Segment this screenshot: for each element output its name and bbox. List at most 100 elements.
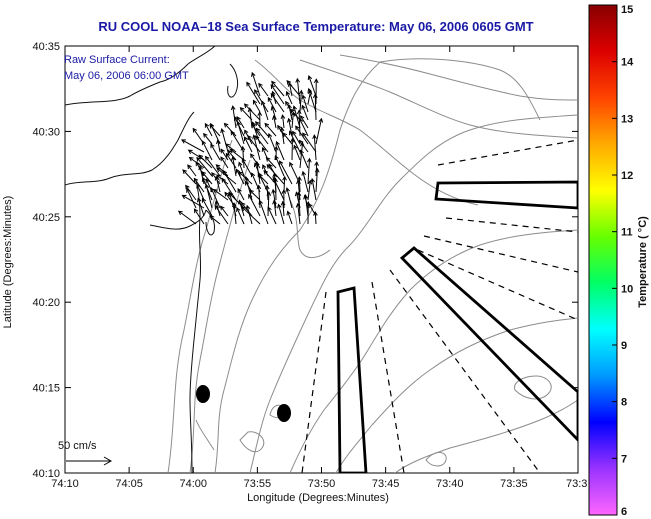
- current-vector-head: [303, 193, 309, 199]
- survey-tracks: [301, 139, 578, 473]
- current-vector: [238, 200, 245, 217]
- current-vector: [307, 180, 311, 201]
- current-vector: [227, 150, 237, 161]
- current-vector-head: [307, 87, 312, 93]
- current-vector-head: [223, 122, 229, 128]
- current-vector-head: [286, 117, 292, 123]
- contour-line: [189, 159, 251, 473]
- current-vector-head: [302, 132, 307, 138]
- current-vector: [205, 184, 213, 209]
- coastline-shore: [149, 209, 207, 230]
- contour-line: [254, 59, 479, 206]
- x-tick-label: 74:10: [51, 478, 79, 490]
- mooring-marker: [196, 385, 210, 403]
- chart-title: RU COOL NOAA–18 Sea Surface Temperature:…: [98, 19, 533, 34]
- current-vector: [300, 150, 309, 169]
- current-vector: [286, 187, 293, 209]
- current-vector: [209, 215, 221, 225]
- current-vector-head: [220, 156, 225, 162]
- current-source-label: Raw Surface Current:: [64, 54, 170, 66]
- current-vector: [298, 192, 301, 217]
- current-vector-head: [280, 114, 286, 120]
- current-vector-head: [227, 149, 232, 155]
- current-vector-head: [216, 167, 222, 173]
- current-vector: [286, 91, 293, 105]
- current-vector: [224, 123, 237, 137]
- y-tick-label: 40:25: [32, 212, 60, 224]
- current-vector-head: [261, 146, 267, 152]
- current-vector: [185, 185, 197, 201]
- zone-polygon: [336, 286, 368, 473]
- current-vector: [307, 158, 310, 185]
- current-vector: [266, 157, 277, 169]
- current-vector: [266, 164, 285, 185]
- current-vector-head: [251, 71, 256, 77]
- coastline: [65, 46, 239, 473]
- current-vector-head: [257, 111, 263, 116]
- colorbar-tick-label: 11: [621, 227, 633, 239]
- colorbar-tick-label: 6: [621, 506, 627, 518]
- current-vector-head: [270, 92, 276, 98]
- coastline-shore: [189, 217, 202, 473]
- current-vector-head: [307, 75, 313, 81]
- current-vector: [197, 198, 205, 217]
- current-vector-head: [257, 171, 262, 177]
- x-tick-label: 73:50: [308, 478, 336, 490]
- current-vector-head: [255, 127, 261, 133]
- current-vector-head: [236, 116, 241, 121]
- mooring-marker: [277, 404, 291, 422]
- current-vector: [240, 107, 253, 121]
- current-vector: [233, 203, 237, 225]
- current-vector-head: [285, 100, 290, 106]
- current-vector-head: [301, 170, 307, 176]
- current-vector-head: [214, 200, 220, 206]
- current-vector: [315, 118, 322, 145]
- current-vector: [292, 131, 301, 145]
- current-vector: [201, 171, 213, 185]
- current-vector-head: [267, 132, 273, 138]
- current-vector: [248, 194, 261, 217]
- current-vector: [241, 206, 261, 225]
- current-vector: [297, 203, 301, 225]
- current-vector-head: [246, 81, 251, 87]
- y-axis-label: Latitude (Degrees:Minutes): [2, 196, 14, 329]
- current-vector-head: [287, 103, 292, 109]
- current-vector: [258, 83, 269, 97]
- current-vector: [288, 82, 293, 97]
- current-vector: [279, 160, 293, 185]
- current-vector: [221, 128, 229, 153]
- current-vector-head: [282, 132, 288, 138]
- current-vector: [230, 149, 245, 161]
- colorbar-tick-label: 7: [621, 453, 627, 465]
- current-vector-head: [266, 163, 272, 169]
- current-vector: [281, 127, 285, 145]
- current-vector-head: [204, 155, 210, 161]
- map-layer: [65, 46, 578, 473]
- current-vector: [188, 149, 205, 161]
- current-vector: [249, 190, 261, 201]
- contour-line: [214, 58, 541, 473]
- current-vector-head: [181, 139, 186, 144]
- current-vector: [237, 121, 245, 145]
- current-vector-head: [186, 187, 191, 193]
- current-vector-head: [254, 135, 260, 141]
- contour-line: [289, 199, 331, 258]
- current-vector: [308, 88, 317, 113]
- current-vector-head: [241, 206, 247, 212]
- current-vector-head: [204, 183, 210, 189]
- current-vector: [255, 135, 269, 153]
- current-vector: [266, 185, 269, 201]
- colorbar-tick-label: 12: [621, 170, 633, 182]
- current-vector-head: [310, 177, 316, 183]
- x-axis: 74:10 74:05 74:00 73:55 73:50 73:45 73:40 73:35…: [51, 46, 587, 490]
- current-vector-head: [243, 103, 249, 109]
- current-vector-head: [196, 156, 201, 162]
- y-tick-label: 40:10: [32, 468, 60, 480]
- contour-line: [167, 139, 233, 473]
- current-vector-head: [201, 140, 207, 146]
- current-vector-head: [286, 210, 291, 216]
- current-vector: [302, 132, 317, 153]
- current-vector: [282, 201, 285, 217]
- contour-line: [339, 54, 578, 101]
- current-vector-head: [270, 84, 276, 89]
